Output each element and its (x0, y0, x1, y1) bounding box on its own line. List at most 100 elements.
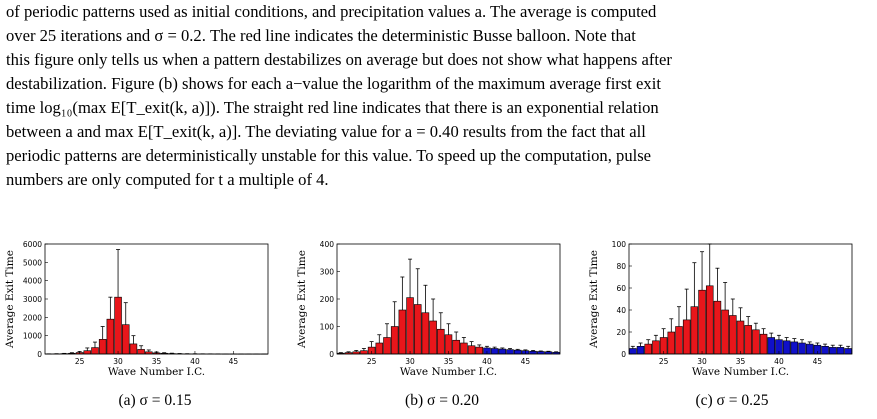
bar (798, 342, 806, 355)
bar (629, 348, 637, 355)
body-paragraph: of periodic patterns used as initial con… (6, 0, 872, 192)
bar (83, 350, 92, 355)
caption-b: (b) σ = 0.20 (405, 392, 479, 409)
bar (790, 341, 799, 355)
x-tick-label: 30 (113, 357, 123, 366)
bar (421, 312, 430, 355)
bar (406, 297, 414, 355)
y-tick-label: 3000 (23, 295, 42, 304)
bar (452, 339, 460, 355)
y-tick-label: 200 (320, 295, 335, 304)
x-tick-label: 40 (774, 357, 784, 366)
paragraph-line-4: destabilization. Figure (b) shows for ea… (6, 74, 661, 93)
bar (690, 306, 699, 355)
bar (91, 347, 99, 355)
y-tick-label: 6000 (23, 240, 42, 249)
figure-panel-c: Average Exit Time 0 20 40 60 80 100 25 30 35 40 45 W… (584, 232, 864, 377)
bar (360, 350, 368, 355)
bar (682, 319, 691, 355)
bar (429, 320, 437, 355)
y-tick-label: 40 (616, 306, 626, 315)
bar (129, 343, 138, 355)
y-axis-label: Average Exit Time (4, 250, 16, 349)
bar (498, 348, 507, 355)
bar (675, 326, 683, 355)
paragraph-line-3: this figure only tells us when a pattern… (6, 50, 672, 69)
bar (805, 343, 814, 355)
y-tick-label: 2000 (23, 313, 42, 322)
bar (821, 346, 829, 355)
paragraph-line-2: over 25 iterations and σ = 0.2. The red … (6, 26, 636, 45)
bar (375, 342, 384, 355)
bar (114, 296, 122, 355)
bar-chart-c: Average Exit Time 0 20 40 60 80 100 25 30 35 40 45 W… (588, 240, 853, 377)
plot-frame (44, 243, 269, 355)
bar-chart-b: Average Exit Time 0 100 200 300 400 25 30 35 40 45… (296, 240, 561, 377)
bar-chart-a: Average Exit Time 0 1000 2000 3000 4000 5000 60… (4, 240, 269, 377)
bar (698, 289, 706, 355)
paragraph-line-1: of periodic patterns used as initial con… (6, 2, 657, 21)
bar (667, 331, 676, 355)
bar (705, 285, 714, 355)
bar (513, 349, 522, 355)
y-tick-label: 0 (329, 350, 334, 359)
y-tick-label: 400 (320, 240, 335, 249)
paragraph-line-7: periodic patterns are deterministically … (6, 146, 652, 165)
x-tick-label: 40 (482, 357, 492, 366)
bar (782, 340, 791, 355)
bar (383, 337, 391, 355)
bar (529, 350, 537, 355)
bar (636, 346, 645, 355)
bar (137, 349, 145, 355)
y-axis-label: Average Exit Time (588, 250, 600, 349)
bar (398, 309, 407, 355)
bar (644, 343, 652, 355)
x-tick-label: 25 (75, 357, 85, 366)
figure-panel-b: Average Exit Time 0 100 200 300 400 25 30 35 40 45… (292, 232, 572, 377)
bar (506, 349, 514, 355)
bar (437, 328, 445, 355)
caption-c: (c) σ = 0.25 (695, 392, 769, 409)
caption-a: (a) σ = 0.15 (118, 392, 192, 409)
bar (413, 304, 422, 355)
bar (98, 339, 107, 355)
x-tick-label: 45 (813, 357, 823, 366)
y-tick-label: 0 (621, 350, 626, 359)
x-tick-label: 35 (444, 357, 454, 366)
paragraph-line-6: between a and max E[T_exit(k, a)]. The d… (6, 122, 646, 141)
y-tick-label: 0 (37, 350, 42, 359)
x-tick-label: 30 (697, 357, 707, 366)
x-axis-label: Wave Number I.C. (400, 366, 497, 377)
bar (829, 347, 837, 355)
y-tick-label: 1000 (23, 332, 42, 341)
y-tick-label: 300 (320, 268, 335, 277)
x-axis-label: Wave Number I.C. (108, 366, 205, 377)
bar (713, 300, 722, 355)
bar (767, 337, 776, 355)
bar (652, 340, 660, 355)
x-tick-label: 30 (405, 357, 415, 366)
bar (744, 325, 752, 355)
bar (736, 320, 745, 355)
bar (844, 348, 852, 355)
bar (752, 329, 760, 355)
paragraph-line-8: numbers are only computed for t a multip… (6, 170, 329, 189)
paragraph-line-5: time log₁₀(max E[T_exit(k, a)]). The str… (6, 98, 659, 117)
y-tick-label: 100 (612, 240, 627, 249)
x-tick-label: 25 (367, 357, 377, 366)
x-tick-label: 40 (190, 357, 200, 366)
bar (460, 342, 468, 355)
bar (467, 345, 476, 355)
x-axis-label: Wave Number I.C. (692, 366, 789, 377)
figure-panel-a: Average Exit Time 0 1000 2000 3000 4000 5000 60… (0, 232, 280, 377)
y-tick-label: 20 (616, 328, 626, 337)
bar (490, 348, 499, 355)
y-tick-label: 4000 (23, 277, 42, 286)
figure-row: Average Exit Time 0 1000 2000 3000 4000 5000 60… (0, 232, 877, 419)
bar (475, 346, 484, 355)
bar (759, 333, 768, 355)
x-tick-label: 45 (229, 357, 239, 366)
x-tick-label: 35 (152, 357, 162, 366)
x-tick-label: 25 (659, 357, 669, 366)
x-tick-label: 45 (521, 357, 531, 366)
